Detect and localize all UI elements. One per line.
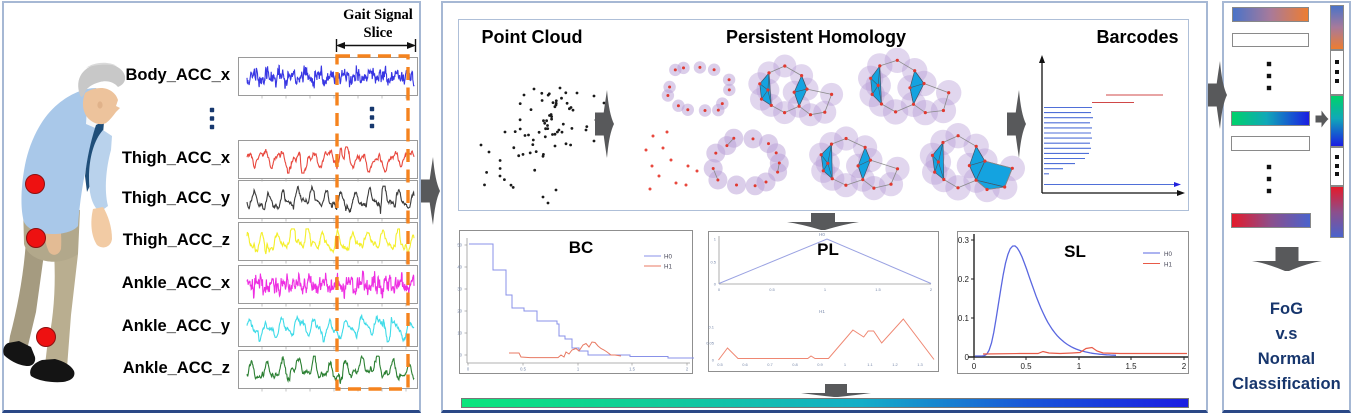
svg-text:H1: H1 — [819, 309, 825, 314]
svg-text:1: 1 — [714, 237, 717, 242]
svg-text:1.1: 1.1 — [867, 362, 873, 367]
svg-text:30: 30 — [457, 287, 462, 292]
svg-text:1: 1 — [844, 362, 847, 367]
svg-text:0.8: 0.8 — [792, 362, 798, 367]
svg-text:0.3: 0.3 — [958, 236, 970, 245]
svg-text:1.5: 1.5 — [875, 287, 881, 292]
svg-text:2: 2 — [930, 287, 933, 292]
svg-text:1.3: 1.3 — [917, 362, 923, 367]
svg-text:0: 0 — [718, 287, 721, 292]
svg-text:1.5: 1.5 — [1125, 362, 1137, 371]
svg-text:0.5: 0.5 — [769, 287, 775, 292]
svg-text:2: 2 — [686, 367, 689, 372]
svg-text:20: 20 — [457, 309, 462, 314]
svg-text:1: 1 — [1077, 362, 1082, 371]
svg-text:H1: H1 — [1164, 262, 1172, 269]
svg-text:0.5: 0.5 — [717, 362, 723, 367]
svg-text:0: 0 — [965, 353, 970, 362]
svg-text:10: 10 — [457, 331, 462, 336]
svg-text:0.5: 0.5 — [1020, 362, 1032, 371]
svg-text:2: 2 — [1182, 362, 1187, 371]
svg-text:H0: H0 — [664, 254, 672, 261]
svg-text:0.5: 0.5 — [710, 260, 716, 265]
svg-text:1: 1 — [824, 287, 827, 292]
svg-text:0.6: 0.6 — [742, 362, 748, 367]
svg-text:1.5: 1.5 — [629, 367, 635, 372]
svg-text:0.1: 0.1 — [958, 314, 970, 323]
svg-text:0.7: 0.7 — [767, 362, 773, 367]
svg-text:H1: H1 — [664, 264, 672, 271]
svg-text:40: 40 — [457, 265, 462, 270]
svg-text:0.05: 0.05 — [706, 341, 715, 346]
svg-text:0: 0 — [467, 367, 470, 372]
svg-text:50: 50 — [457, 243, 462, 248]
svg-text:0.5: 0.5 — [520, 367, 526, 372]
svg-text:1: 1 — [577, 367, 580, 372]
svg-text:0: 0 — [972, 362, 977, 371]
svg-text:0.1: 0.1 — [708, 325, 714, 330]
svg-text:0.9: 0.9 — [817, 362, 823, 367]
svg-text:0: 0 — [712, 358, 715, 363]
svg-text:1.2: 1.2 — [892, 362, 898, 367]
svg-text:0: 0 — [714, 282, 717, 287]
svg-text:H0: H0 — [819, 232, 825, 237]
svg-text:0.2: 0.2 — [958, 275, 970, 284]
svg-text:H0: H0 — [1164, 251, 1172, 258]
svg-text:0: 0 — [460, 353, 463, 358]
